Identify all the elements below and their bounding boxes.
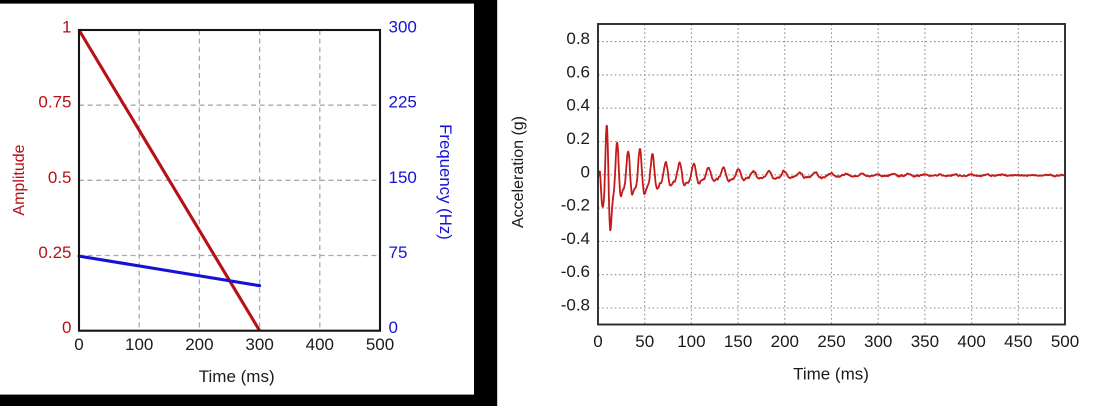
- svg-text:300: 300: [864, 332, 892, 351]
- svg-text:500: 500: [366, 335, 394, 354]
- svg-text:150: 150: [724, 332, 752, 351]
- svg-text:1: 1: [62, 18, 71, 37]
- svg-text:0.25: 0.25: [38, 243, 71, 262]
- svg-text:0.4: 0.4: [566, 96, 590, 115]
- svg-text:0: 0: [74, 335, 83, 354]
- svg-text:-0.2: -0.2: [561, 196, 590, 215]
- svg-text:Time (ms): Time (ms): [793, 365, 869, 384]
- svg-text:200: 200: [185, 335, 213, 354]
- svg-text:350: 350: [911, 332, 939, 351]
- svg-text:Acceleration (g): Acceleration (g): [510, 116, 527, 228]
- svg-text:0: 0: [593, 332, 602, 351]
- svg-text:0: 0: [581, 162, 590, 181]
- svg-text:0.6: 0.6: [566, 62, 590, 81]
- svg-text:300: 300: [245, 335, 273, 354]
- svg-text:Amplitude: Amplitude: [11, 144, 28, 215]
- svg-text:0: 0: [62, 318, 71, 337]
- svg-text:50: 50: [635, 332, 654, 351]
- svg-text:150: 150: [389, 168, 417, 187]
- svg-text:0.75: 0.75: [38, 93, 71, 112]
- svg-text:Frequency (Hz): Frequency (Hz): [436, 124, 455, 240]
- svg-text:250: 250: [817, 332, 845, 351]
- svg-text:450: 450: [1004, 332, 1032, 351]
- svg-text:-0.8: -0.8: [561, 296, 590, 315]
- svg-text:0.2: 0.2: [566, 129, 590, 148]
- svg-text:400: 400: [306, 335, 334, 354]
- svg-text:225: 225: [389, 93, 417, 112]
- svg-text:Time (ms): Time (ms): [199, 367, 275, 386]
- svg-text:-0.4: -0.4: [561, 229, 590, 248]
- svg-text:200: 200: [771, 332, 799, 351]
- svg-text:75: 75: [389, 243, 408, 262]
- svg-text:100: 100: [125, 335, 153, 354]
- svg-text:300: 300: [389, 18, 417, 37]
- svg-text:400: 400: [957, 332, 985, 351]
- svg-text:500: 500: [1051, 332, 1079, 351]
- svg-text:0.8: 0.8: [566, 29, 590, 48]
- svg-text:-0.6: -0.6: [561, 262, 590, 281]
- svg-text:100: 100: [677, 332, 705, 351]
- svg-text:0: 0: [389, 318, 398, 337]
- svg-text:0.5: 0.5: [48, 168, 72, 187]
